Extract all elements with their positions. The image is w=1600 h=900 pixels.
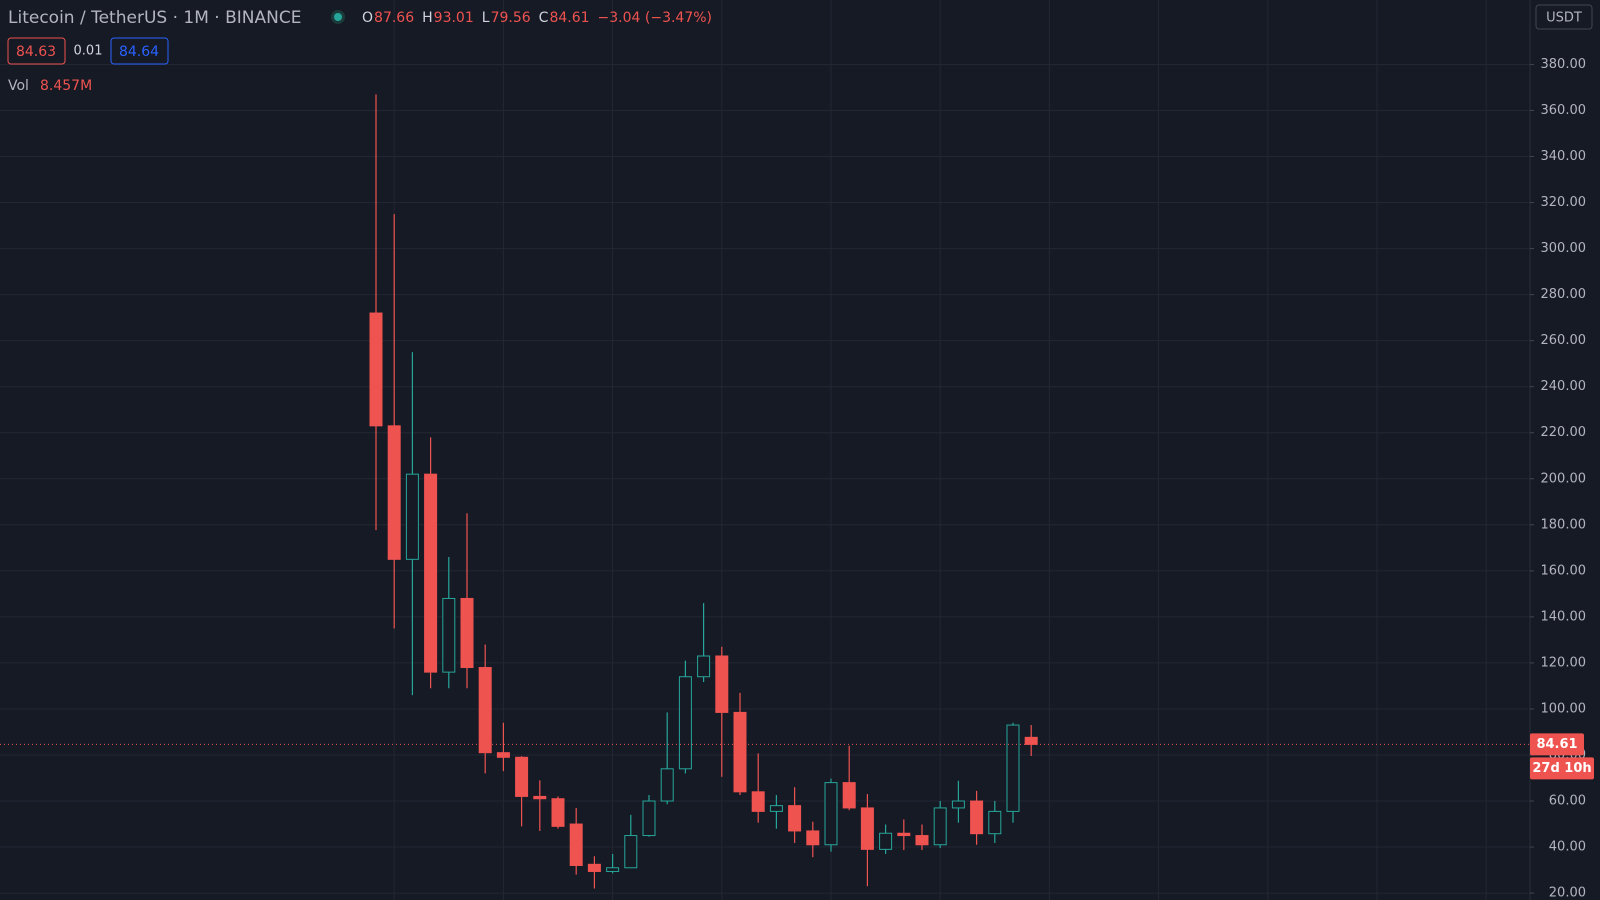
last-price-label: 84.61 — [1536, 737, 1577, 752]
y-tick-label: 140.00 — [1541, 609, 1587, 624]
y-tick-label: 240.00 — [1541, 379, 1587, 394]
ohlc-value: 79.56 — [491, 10, 531, 26]
countdown-tag — [1530, 757, 1594, 780]
y-tick-label: 380.00 — [1541, 57, 1587, 72]
candle-body — [970, 800, 984, 835]
y-tick-label: 220.00 — [1541, 425, 1587, 440]
ask-price[interactable]: 84.64 — [119, 44, 159, 60]
y-tick-label: 160.00 — [1541, 563, 1587, 578]
y-tick-label: 100.00 — [1541, 701, 1587, 716]
candle-body — [751, 791, 765, 812]
countdown: 27d 10h — [1532, 761, 1591, 776]
y-tick-label: 60.00 — [1549, 794, 1586, 809]
bid-box[interactable] — [7, 37, 66, 65]
candle-body — [442, 597, 456, 673]
candle-body — [988, 810, 1002, 835]
candle-body — [842, 782, 856, 809]
candle-body — [697, 655, 711, 678]
candle-body — [606, 867, 620, 872]
candle-body — [806, 830, 820, 846]
y-tick-label: 300.00 — [1541, 241, 1587, 256]
change: −3.04 (−3.47%) — [598, 10, 712, 26]
candle-body — [951, 800, 965, 809]
candle-body — [860, 807, 874, 850]
candle-body — [533, 795, 547, 800]
y-tick-label: 20.00 — [1549, 886, 1586, 900]
candle-body — [915, 835, 929, 846]
candle-body — [587, 863, 601, 872]
candle-body — [824, 782, 838, 846]
y-tick-label: 200.00 — [1541, 471, 1587, 486]
spread: 0.01 — [74, 44, 103, 59]
plot — [369, 94, 1038, 889]
candle-body — [624, 835, 638, 869]
y-tick-label: 340.00 — [1541, 149, 1587, 164]
ohlc-value: 84.61 — [549, 10, 589, 26]
volume-value: 8.457M — [40, 78, 92, 94]
candle-body — [642, 800, 656, 837]
candle-body — [1006, 724, 1020, 812]
ohlc-value: 93.01 — [434, 10, 474, 26]
ohlc-letter: O — [362, 10, 373, 26]
volume-label: Vol — [8, 78, 29, 94]
ohlc-value: 87.66 — [374, 10, 414, 26]
last-price-tag — [1530, 733, 1584, 756]
candle-body — [897, 832, 911, 837]
y-tick-label: 360.00 — [1541, 103, 1587, 118]
ask-box[interactable] — [110, 37, 169, 65]
currency-button[interactable] — [1535, 4, 1593, 30]
candle-body — [496, 752, 510, 758]
y-tick-label: 280.00 — [1541, 287, 1587, 302]
bid-price[interactable]: 84.63 — [16, 44, 56, 60]
candle-body — [551, 798, 565, 827]
candle-body — [515, 756, 529, 797]
candle-body — [933, 807, 947, 846]
candle-body — [879, 832, 893, 850]
ohlc-letter: C — [539, 10, 549, 26]
candle-body — [405, 473, 419, 560]
candle-body — [660, 768, 674, 802]
status-dot — [334, 13, 342, 21]
candle-body — [369, 312, 383, 427]
candle-body — [769, 805, 783, 812]
candle-body — [424, 473, 438, 673]
y-tick-label: 320.00 — [1541, 195, 1587, 210]
candle-body — [387, 425, 401, 560]
y-tick-label: 120.00 — [1541, 655, 1587, 670]
candle-body — [733, 711, 747, 793]
candle-body — [1024, 736, 1038, 745]
ohlc-letter: H — [422, 10, 433, 26]
candle-body — [715, 655, 729, 713]
candle-body — [478, 667, 492, 754]
y-tick-label: 260.00 — [1541, 333, 1587, 348]
chart-title: Litecoin / TetherUS · 1M · BINANCE — [8, 8, 301, 28]
candle-body — [460, 597, 474, 669]
candle-body — [678, 676, 692, 770]
candle-body — [569, 823, 583, 866]
currency[interactable]: USDT — [1546, 11, 1582, 26]
y-tick-label: 40.00 — [1549, 840, 1586, 855]
ohlc-letter: L — [482, 10, 490, 26]
candle-body — [788, 805, 802, 832]
y-tick-label: 180.00 — [1541, 517, 1587, 532]
